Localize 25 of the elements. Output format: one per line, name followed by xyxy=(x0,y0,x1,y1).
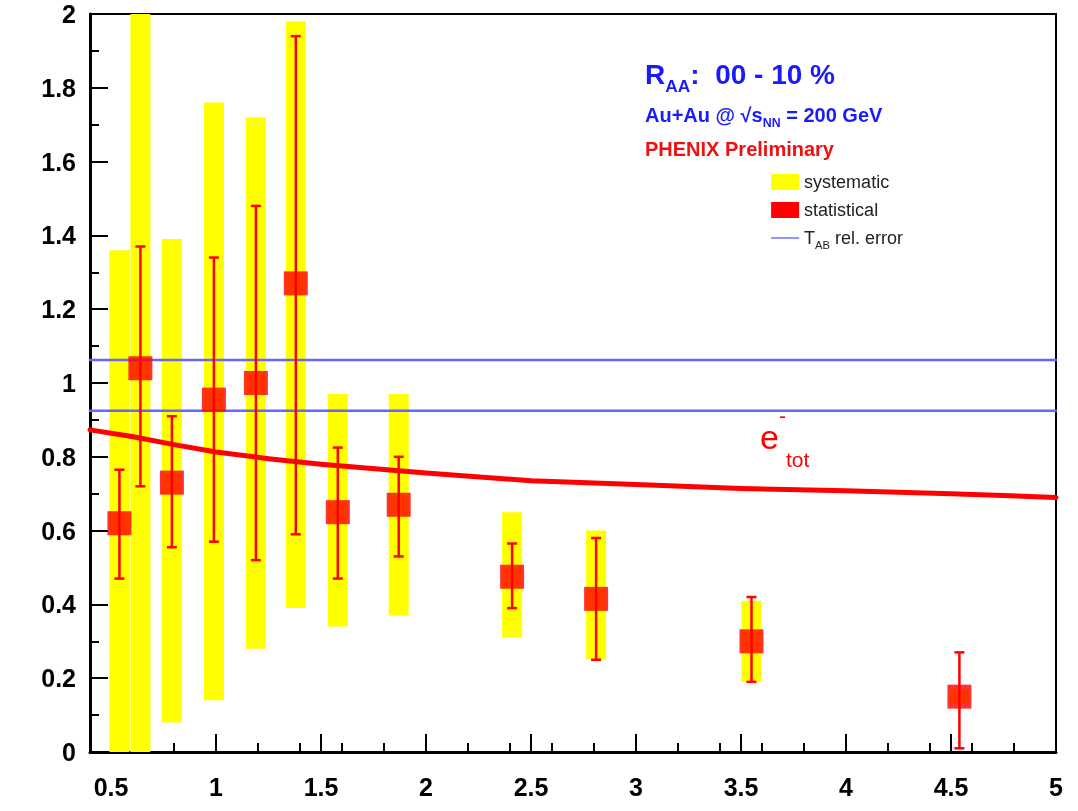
y-tick-label: 1.4 xyxy=(41,221,77,250)
y-tick-label: 0.6 xyxy=(41,516,76,545)
x-tick-label: 3.5 xyxy=(723,772,759,801)
x-tick-label: 1 xyxy=(209,772,224,801)
y-tick-label: 0.2 xyxy=(41,664,76,693)
y-tick-label: 1.6 xyxy=(41,147,76,176)
y-tick-label: 2 xyxy=(62,0,76,28)
x-tick-label: 3 xyxy=(629,772,643,801)
x-tick-label: 4 xyxy=(839,772,854,801)
legend-label: statistical xyxy=(804,200,879,220)
x-tick-label: 2 xyxy=(419,772,433,801)
legend-label: systematic xyxy=(804,172,890,192)
y-tick-label: 1.8 xyxy=(41,73,77,102)
y-tick-label: 0.4 xyxy=(41,590,77,619)
x-tick-label: 2.5 xyxy=(513,772,549,801)
y-tick-label: 1.2 xyxy=(41,295,76,324)
x-tick-label: 0.5 xyxy=(93,772,129,801)
annotation: e-tot xyxy=(760,404,810,471)
annotation: PHENIX Preliminary xyxy=(645,138,835,160)
x-tick-label: 5 xyxy=(1049,772,1064,801)
y-tick-label: 0 xyxy=(62,738,76,766)
x-tick-label: 4.5 xyxy=(933,772,969,801)
y-tick-label: 1 xyxy=(62,369,77,397)
y-tick-label: 0.8 xyxy=(41,442,77,471)
x-tick-label: 1.5 xyxy=(303,772,339,801)
